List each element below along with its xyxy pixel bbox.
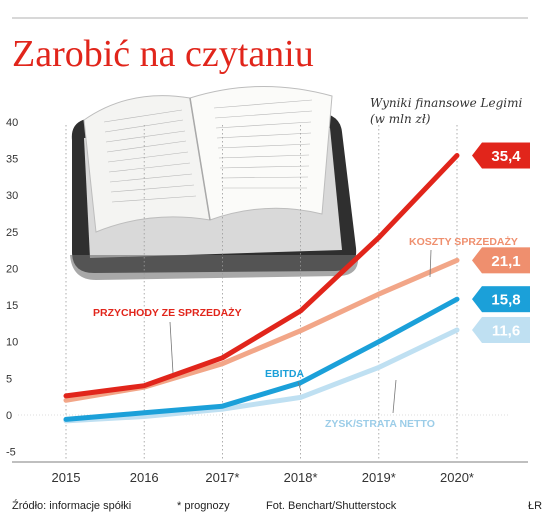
series-line-3 — [63, 327, 460, 424]
end-value-pointer-2 — [472, 286, 482, 313]
tablet-book-illustration — [70, 85, 359, 280]
x-tick-label: 2019* — [362, 470, 396, 485]
y-axis: -5 0 5 10 15 20 25 30 35 40 — [6, 117, 18, 459]
y-tick-label: 35 — [6, 153, 18, 165]
y-tick-label: 5 — [6, 373, 12, 385]
end-value-label-0: 35,4 — [491, 148, 521, 165]
series-labels: PRZYCHODY ZE SPRZEDAŻY KOSZTY SPRZEDAŻY EB… — [93, 235, 518, 430]
y-tick-label: 30 — [6, 190, 18, 202]
end-value-label-3: 11,6 — [492, 322, 520, 339]
series-label-0: PRZYCHODY ZE SPRZEDAŻY — [93, 306, 242, 319]
x-tick-label: 2016 — [130, 470, 159, 485]
end-value-box-1 — [482, 247, 530, 274]
series-label-2: EBITDA — [265, 368, 305, 380]
series-line-0 — [63, 153, 460, 399]
footer-note: * prognozy — [177, 500, 230, 512]
series-label-1: KOSZTY SPRZEDAŻY — [409, 235, 518, 248]
y-tick-label: 20 — [6, 263, 18, 275]
chart-title: Zarobić na czytaniu — [12, 33, 314, 75]
leader-line-0 — [169, 321, 174, 374]
end-value-label-1: 21,1 — [491, 253, 520, 270]
series-line-2 — [63, 296, 460, 422]
footer-source: Źródło: informacje spółki — [12, 499, 131, 512]
x-tick-label: 2020* — [440, 470, 474, 485]
end-value-box-0 — [482, 142, 530, 169]
y-tick-label: 25 — [6, 227, 18, 239]
y-tick-label: 15 — [6, 300, 18, 312]
series-label-3: ZYSK/STRATA NETTO — [325, 418, 435, 430]
chart-subtitle-line1: Wyniki finansowe Legimi — [370, 96, 522, 110]
leader-line-1 — [429, 249, 432, 278]
leader-line-3 — [392, 379, 397, 414]
x-tick-label: 2018* — [284, 470, 318, 485]
end-value-pointer-1 — [472, 247, 482, 274]
grid — [18, 125, 510, 460]
end-value-label-2: 15,8 — [491, 292, 520, 309]
end-value-box-2 — [482, 286, 530, 313]
x-axis: 2015 2016 2017* 2018* 2019* 2020* — [12, 461, 528, 485]
leader-line-2 — [297, 381, 302, 392]
footer-initials: ŁR — [528, 500, 542, 512]
y-tick-label: -5 — [6, 447, 16, 459]
x-tick-label: 2017* — [205, 470, 239, 485]
series-lines — [63, 153, 460, 424]
end-value-pointer-0 — [472, 142, 482, 169]
x-tick-label: 2015 — [52, 470, 81, 485]
end-value-pointer-3 — [472, 316, 482, 343]
footer-photo: Fot. Benchart/Shutterstock — [266, 500, 397, 512]
y-tick-label: 10 — [6, 337, 18, 349]
y-tick-label: 0 — [6, 410, 12, 422]
y-tick-label: 40 — [6, 117, 18, 129]
end-value-boxes: 35,4 21,1 15,8 11,6 — [472, 142, 530, 343]
end-value-box-3 — [482, 316, 530, 343]
chart-subtitle-line2: (w mln zł) — [370, 112, 431, 126]
